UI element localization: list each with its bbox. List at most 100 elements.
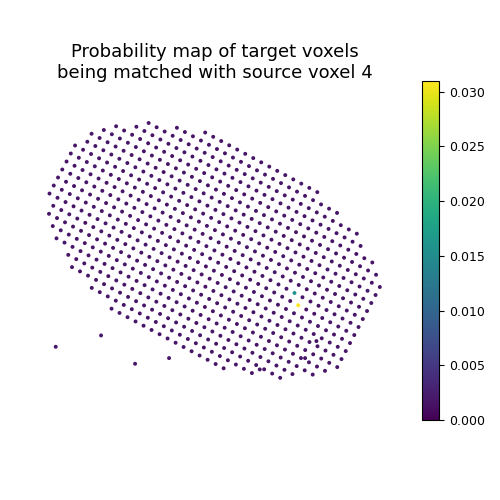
Point — [95, 154, 103, 162]
Point — [106, 212, 114, 220]
Point — [127, 172, 135, 179]
Point — [160, 128, 168, 136]
Point — [256, 199, 264, 207]
Point — [178, 250, 186, 258]
Point — [248, 174, 256, 182]
Point — [212, 340, 220, 348]
Point — [54, 194, 62, 202]
Point — [168, 152, 176, 160]
Point — [184, 335, 192, 343]
Point — [189, 132, 197, 140]
Point — [246, 296, 254, 304]
Point — [204, 315, 212, 323]
Point — [180, 148, 188, 156]
Point — [136, 156, 143, 164]
Point — [213, 145, 221, 153]
Point — [280, 232, 287, 240]
Point — [252, 227, 260, 235]
Point — [232, 206, 239, 214]
Point — [165, 354, 173, 362]
Point — [100, 146, 108, 154]
Point — [50, 182, 58, 190]
Point — [292, 248, 300, 256]
Point — [57, 226, 65, 234]
Point — [356, 282, 364, 290]
Point — [82, 219, 90, 227]
Point — [286, 276, 294, 284]
Point — [330, 351, 338, 359]
Point — [69, 222, 77, 230]
Point — [90, 182, 98, 190]
Point — [337, 221, 345, 229]
Point — [264, 183, 272, 191]
Point — [228, 194, 236, 202]
Point — [284, 204, 292, 212]
Point — [137, 269, 145, 277]
Point — [97, 248, 105, 256]
Point — [156, 176, 164, 184]
Point — [343, 306, 351, 314]
Point — [340, 254, 348, 262]
Point — [184, 181, 192, 189]
Point — [211, 226, 219, 234]
Point — [294, 301, 302, 309]
Point — [121, 260, 129, 268]
Point — [218, 291, 226, 299]
Point — [82, 178, 90, 186]
Point — [288, 216, 296, 224]
Point — [120, 301, 128, 309]
Point — [166, 233, 174, 241]
Point — [325, 359, 333, 367]
Point — [142, 200, 150, 208]
Point — [118, 228, 126, 236]
Point — [82, 198, 90, 206]
Point — [289, 350, 297, 358]
Point — [158, 208, 166, 216]
Point — [314, 302, 322, 310]
Point — [308, 216, 316, 224]
Point — [112, 142, 120, 150]
Point — [89, 244, 97, 252]
Point — [353, 230, 361, 237]
Point — [122, 220, 130, 228]
Point — [280, 366, 288, 374]
Point — [220, 324, 228, 332]
Point — [155, 196, 163, 204]
Point — [62, 158, 70, 166]
Point — [336, 262, 344, 270]
Point — [182, 262, 190, 270]
Point — [232, 360, 240, 368]
Point — [140, 281, 148, 289]
Point — [112, 276, 120, 284]
Point — [301, 192, 309, 200]
Point — [136, 310, 144, 318]
Point — [144, 160, 152, 168]
Point — [301, 346, 309, 354]
Point — [327, 298, 335, 306]
Point — [250, 308, 258, 316]
Point — [328, 237, 336, 245]
Point — [172, 298, 180, 306]
Point — [68, 263, 76, 271]
Point — [270, 288, 278, 296]
Point — [312, 269, 320, 277]
Point — [258, 312, 266, 320]
Point — [331, 290, 339, 298]
Point — [274, 167, 281, 175]
Point — [196, 331, 204, 339]
Point — [206, 274, 214, 282]
Point — [192, 144, 200, 152]
Point — [282, 326, 290, 334]
Point — [244, 357, 252, 365]
Point — [196, 177, 204, 185]
Point — [257, 333, 265, 341]
Point — [351, 311, 359, 319]
Point — [176, 176, 184, 184]
Point — [294, 281, 302, 289]
Point — [74, 194, 82, 202]
Point — [299, 273, 307, 281]
Point — [165, 274, 173, 281]
Point — [281, 192, 289, 200]
Point — [122, 200, 130, 207]
Point — [275, 260, 283, 268]
